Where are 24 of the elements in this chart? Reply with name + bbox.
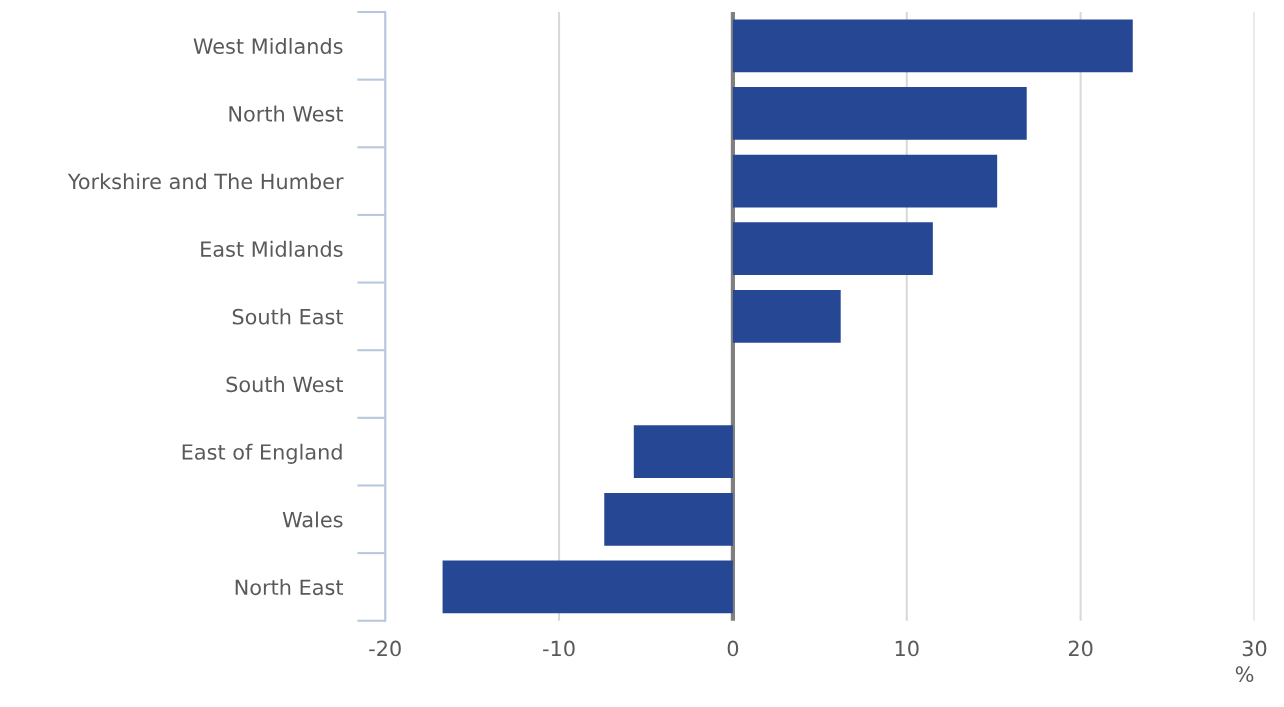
- x-tick-label: 30: [1242, 640, 1267, 657]
- x-axis-title: %: [1235, 666, 1254, 683]
- bar: [442, 560, 733, 614]
- bar: [732, 87, 1027, 140]
- y-tick-label: Wales: [282, 511, 343, 528]
- y-tick-label: South West: [226, 376, 344, 393]
- y-tick-label: Yorkshire and The Humber: [67, 173, 344, 190]
- x-tick-label: -10: [543, 640, 575, 657]
- y-tick-label: East Midlands: [201, 240, 343, 257]
- y-tick-label: West Midlands: [193, 37, 343, 55]
- y-tick-label: South East: [232, 308, 344, 325]
- y-tick-label: North East: [235, 579, 344, 596]
- bar: [732, 222, 933, 276]
- x-tick-label: -20: [369, 640, 401, 657]
- y-tick-label: North West: [229, 105, 344, 122]
- bar: [604, 492, 733, 546]
- bar: [732, 290, 841, 343]
- bar: [732, 19, 1133, 73]
- bar: [732, 154, 998, 208]
- bar: [633, 425, 733, 479]
- x-tick-label: 0: [727, 640, 739, 657]
- x-tick-label: 20: [1068, 640, 1093, 657]
- y-tick-label: East of England: [182, 443, 342, 464]
- x-tick-label: 10: [895, 640, 919, 657]
